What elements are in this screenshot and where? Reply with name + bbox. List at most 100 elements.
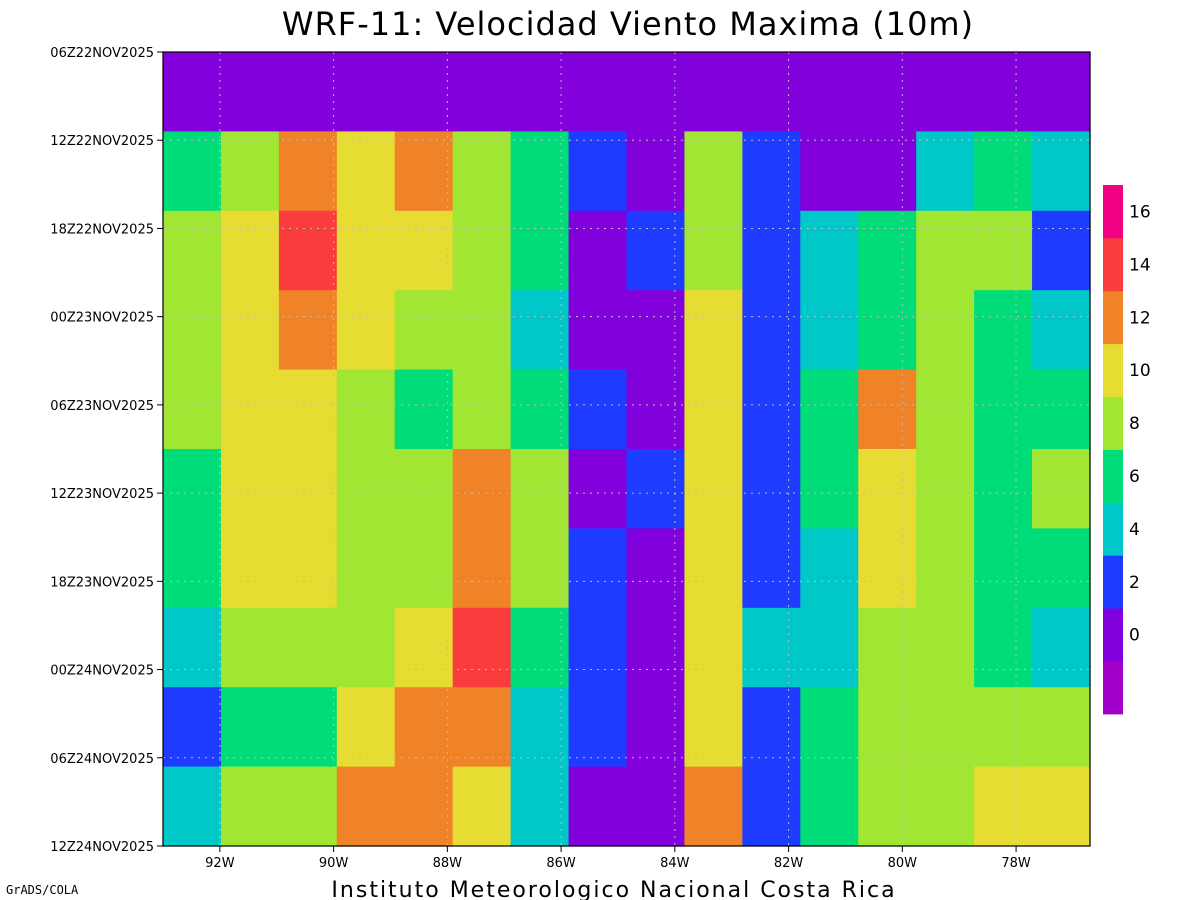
- legend-tick-label: 14: [1129, 255, 1151, 275]
- x-tick-label: 78W: [1001, 856, 1031, 871]
- y-tick-label: 00Z24NOV2025: [50, 664, 154, 679]
- heatmap-cell: [684, 449, 743, 529]
- legend-swatch: [1103, 185, 1123, 239]
- heatmap-cell: [568, 369, 628, 450]
- heatmap-cell: [568, 52, 628, 132]
- heatmap-cell: [626, 52, 686, 132]
- legend-tick-label: 0: [1129, 626, 1140, 646]
- heatmap-cell: [916, 449, 975, 529]
- heatmap-cell: [626, 210, 686, 291]
- y-tick-label: 06Z24NOV2025: [50, 752, 154, 767]
- heatmap-cell: [626, 607, 686, 688]
- heatmap-cell: [394, 290, 454, 371]
- heatmap-cell: [568, 766, 628, 847]
- legend-swatch: [1103, 396, 1123, 450]
- heatmap-cell: [800, 766, 859, 847]
- heatmap-cell: [858, 528, 917, 609]
- heatmap-cell: [336, 607, 396, 688]
- heatmap-cell: [452, 449, 512, 529]
- heatmap-cell: [858, 290, 917, 371]
- heatmap-cell: [510, 52, 570, 132]
- heatmap-cell: [916, 607, 975, 688]
- legend-swatch: [1103, 237, 1123, 292]
- heatmap-cell: [742, 369, 801, 450]
- heatmap-cell: [974, 687, 1033, 768]
- heatmap-cell: [394, 687, 454, 768]
- plot-area: [163, 52, 1091, 847]
- legend-tick-label: 8: [1129, 414, 1140, 434]
- heatmap-cell: [626, 687, 686, 768]
- heatmap-cell: [163, 607, 222, 688]
- heatmap-cell: [1032, 766, 1091, 847]
- y-tick-label: 18Z22NOV2025: [50, 222, 154, 237]
- heatmap-cell: [974, 210, 1033, 291]
- heatmap-cell: [684, 687, 743, 768]
- heatmap-cell: [220, 290, 280, 371]
- x-axis: 92W 90W 88W 86W 84W 82W 80W 78W: [205, 846, 1031, 871]
- heatmap-cell: [1032, 210, 1091, 291]
- x-tick-label: 88W: [433, 856, 463, 871]
- heatmap-cell: [163, 369, 222, 450]
- heatmap-cell: [452, 766, 512, 847]
- plot-frame: [162, 51, 1091, 847]
- heatmap-cell: [626, 528, 686, 609]
- heatmap-cell: [742, 210, 801, 291]
- heatmap-cell: [278, 449, 338, 529]
- heatmap-cell: [916, 210, 975, 291]
- legend-swatch: [1103, 608, 1123, 662]
- legend-swatch: [1103, 502, 1123, 556]
- heatmap-cell: [568, 607, 628, 688]
- heatmap-cell: [916, 528, 975, 609]
- legend-swatch: [1103, 555, 1123, 609]
- y-tick-label: 12Z24NOV2025: [50, 840, 154, 855]
- chart-title: WRF-11: Velocidad Viento Maxima (10m): [282, 5, 974, 43]
- heatmap-cell: [336, 449, 396, 529]
- heatmap-cell: [684, 528, 743, 609]
- y-tick-label: 12Z22NOV2025: [50, 134, 154, 149]
- heatmap-cell: [626, 369, 686, 450]
- heatmap-cell: [336, 528, 396, 609]
- heatmap-cell: [684, 369, 743, 450]
- heatmap-cell: [1032, 449, 1091, 529]
- heatmap-cell: [278, 687, 338, 768]
- heatmap-cell: [278, 607, 338, 688]
- heatmap-cell: [394, 369, 454, 450]
- heatmap-cell: [220, 52, 280, 132]
- heatmap-cell: [1032, 687, 1091, 768]
- heatmap-cell: [394, 210, 454, 291]
- y-tick-label: 06Z23NOV2025: [50, 399, 154, 414]
- heatmap-cell: [974, 766, 1033, 847]
- legend-tick-label: 10: [1129, 361, 1151, 381]
- heatmap-cell: [336, 687, 396, 768]
- x-tick-label: 80W: [888, 856, 918, 871]
- heatmap-cell: [1032, 528, 1091, 609]
- heatmap-cell: [336, 131, 396, 212]
- heatmap-cell: [394, 528, 454, 609]
- heatmap-cell: [452, 290, 512, 371]
- legend-tick-label: 6: [1129, 467, 1140, 487]
- heatmap-cell: [220, 687, 280, 768]
- heatmap-cell: [220, 131, 280, 212]
- heatmap-cell: [278, 290, 338, 371]
- x-tick-label: 82W: [774, 856, 804, 871]
- legend-swatch: [1103, 343, 1123, 397]
- heatmap-cell: [278, 52, 338, 132]
- heatmap-cell: [510, 369, 570, 450]
- heatmap-cell: [452, 131, 512, 212]
- heatmap-cell: [510, 687, 570, 768]
- heatmap-cell: [510, 528, 570, 609]
- heatmap-cell: [974, 369, 1033, 450]
- heatmap-cell: [1032, 52, 1091, 132]
- heatmap-cell: [742, 290, 801, 371]
- heatmap-cell: [858, 131, 917, 212]
- heatmap-cell: [742, 687, 801, 768]
- legend-tick-label: 2: [1129, 573, 1140, 593]
- y-tick-label: 06Z22NOV2025: [50, 46, 154, 61]
- heatmap-cell: [336, 369, 396, 450]
- color-legend: 0 2 4 6 8 10 12 14 16: [1103, 185, 1151, 715]
- x-tick-label: 90W: [319, 856, 349, 871]
- x-tick-label: 86W: [546, 856, 576, 871]
- heatmap-cell: [394, 766, 454, 847]
- heatmap-cell: [916, 131, 975, 212]
